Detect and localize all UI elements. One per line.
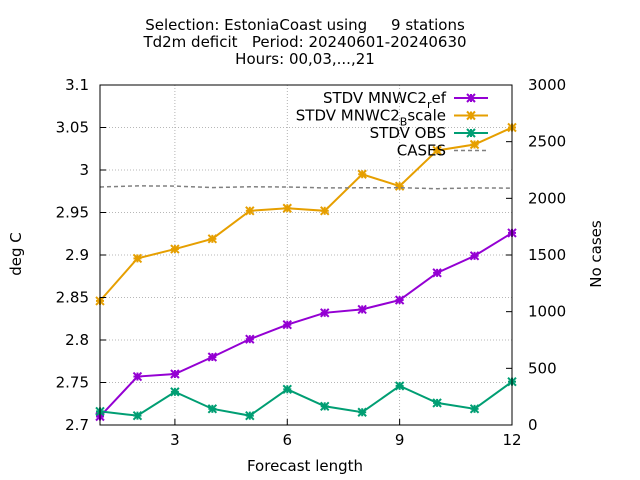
y2-tick-label: 3000	[528, 76, 566, 94]
title-line: Td2m deficit Period: 20240601-20240630	[142, 33, 466, 51]
x-tick-label: 9	[395, 431, 405, 449]
legend-marker	[466, 93, 476, 103]
y2-tick-label: 2000	[528, 189, 566, 207]
data-point	[170, 244, 180, 254]
x-axis-label: Forecast length	[247, 457, 363, 475]
data-point	[170, 387, 180, 397]
series-3	[99, 185, 513, 190]
data-point	[394, 381, 405, 391]
x-tick-label: 6	[282, 431, 292, 449]
chart-title: Selection: EstoniaCoast using 9 stations…	[142, 16, 466, 68]
data-point	[282, 384, 292, 395]
axis-ticks: 2.7 2.75 2.8 2.85 2.9 2.95 3 3.05 3.1 0 500 1000 150…	[56, 76, 567, 449]
y-tick-label: 2.75	[56, 374, 89, 392]
data-point	[320, 308, 330, 318]
data-point	[245, 206, 255, 216]
y-tick-label: 2.95	[56, 204, 89, 222]
data-point	[469, 139, 480, 150]
y-tick-label: 2.7	[65, 416, 89, 434]
data-point	[357, 169, 367, 179]
data-point	[207, 404, 218, 414]
data-point	[132, 371, 143, 382]
y2-tick-label: 1000	[528, 303, 566, 321]
data-point	[282, 203, 292, 213]
series-0	[95, 228, 517, 422]
legend-label: CASES	[397, 142, 446, 160]
y-tick-label: 3.1	[65, 76, 89, 94]
y2-tick-label: 1500	[528, 246, 566, 264]
y2-tick-label: 2500	[528, 133, 566, 151]
data-point	[394, 295, 405, 305]
y2-tick-label: 0	[528, 416, 538, 434]
data-point	[357, 407, 367, 417]
data-point	[132, 253, 143, 264]
data-point	[469, 404, 480, 414]
y-tick-label: 2.8	[65, 331, 89, 349]
title-line: Selection: EstoniaCoast using 9 stations	[145, 16, 465, 34]
data-point	[432, 145, 442, 156]
y-tick-label: 3	[79, 161, 89, 179]
legend-item: STDV OBS	[370, 124, 488, 142]
y2-tick-label: 500	[528, 359, 557, 377]
data-point	[207, 352, 218, 362]
legend-marker	[466, 128, 476, 138]
data-point	[282, 319, 292, 330]
y-tick-label: 2.85	[56, 289, 89, 307]
legend-item: CASES	[397, 142, 488, 160]
series-2	[95, 376, 517, 421]
legend-label: STDV MNWC2Bscale	[296, 107, 446, 129]
data-point	[245, 410, 255, 421]
y-axis-label: deg C	[7, 232, 25, 276]
series-line	[99, 185, 513, 190]
series-layer	[95, 122, 517, 422]
data-point	[207, 234, 218, 244]
legend-label: STDV MNWC2ref	[323, 89, 447, 111]
legend-marker	[466, 110, 476, 121]
data-point	[132, 410, 143, 421]
data-point	[170, 369, 180, 379]
data-point	[432, 268, 442, 278]
series-line	[99, 380, 513, 417]
x-tick-label: 3	[170, 431, 180, 449]
title-line: Hours: 00,03,...,21	[235, 50, 375, 68]
data-point	[469, 251, 480, 261]
series-1	[95, 122, 517, 306]
y-tick-label: 2.9	[65, 246, 89, 264]
data-point	[320, 206, 330, 216]
legend-item: STDV MNWC2Bscale	[296, 107, 488, 129]
legend-item: STDV MNWC2ref	[323, 89, 488, 111]
series-line	[99, 232, 513, 418]
y-tick-label: 3.05	[56, 119, 89, 137]
data-point	[320, 401, 330, 412]
legend-label: STDV OBS	[370, 124, 446, 142]
x-tick-label: 12	[502, 431, 521, 449]
data-point	[357, 304, 367, 315]
series-line	[99, 126, 513, 302]
data-point	[432, 398, 442, 408]
y2-axis-label: No cases	[587, 220, 605, 288]
data-point	[394, 181, 405, 191]
data-point	[245, 334, 255, 344]
